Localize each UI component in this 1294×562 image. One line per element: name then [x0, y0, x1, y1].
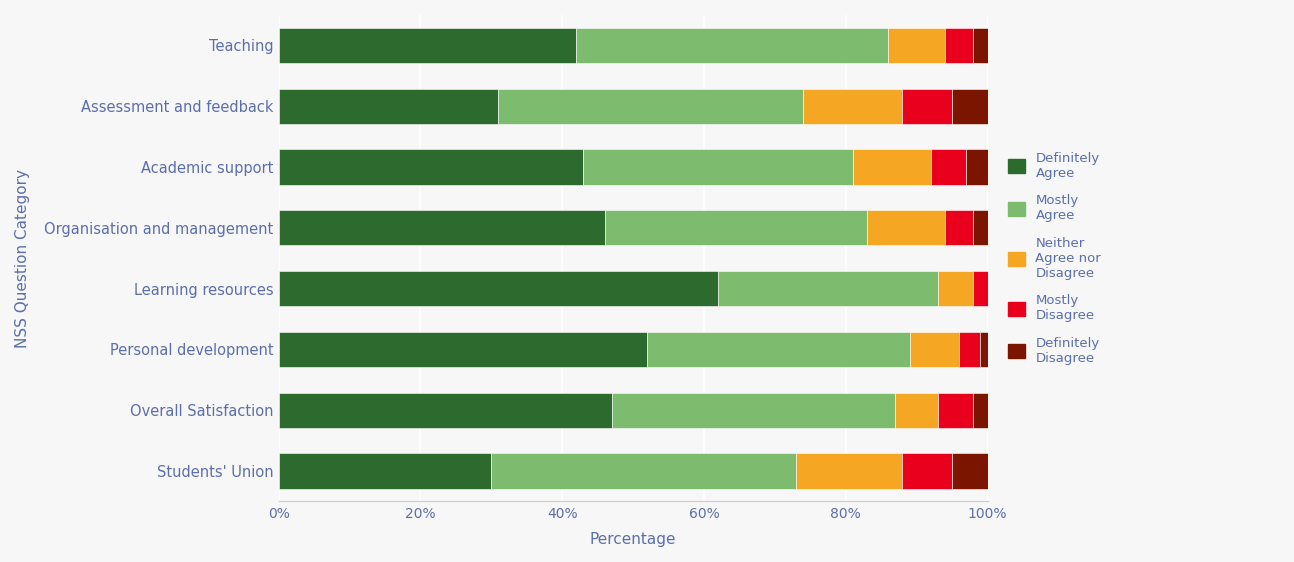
- Bar: [498, 89, 804, 124]
- Bar: [973, 392, 987, 428]
- X-axis label: Percentage: Percentage: [590, 532, 677, 547]
- Bar: [278, 210, 604, 246]
- Bar: [278, 271, 718, 306]
- Bar: [952, 89, 987, 124]
- Bar: [910, 332, 959, 367]
- Bar: [945, 28, 973, 63]
- Bar: [967, 149, 987, 184]
- Bar: [938, 392, 973, 428]
- Bar: [981, 332, 987, 367]
- Bar: [938, 271, 973, 306]
- Bar: [718, 271, 938, 306]
- Bar: [612, 392, 895, 428]
- Bar: [278, 454, 492, 488]
- Bar: [278, 28, 576, 63]
- Bar: [867, 210, 945, 246]
- Bar: [853, 149, 930, 184]
- Bar: [804, 89, 902, 124]
- Bar: [973, 210, 987, 246]
- Bar: [973, 28, 987, 63]
- Bar: [278, 392, 612, 428]
- Bar: [895, 392, 938, 428]
- Bar: [902, 454, 952, 488]
- Bar: [930, 149, 967, 184]
- Bar: [959, 332, 981, 367]
- Bar: [584, 149, 853, 184]
- Bar: [647, 332, 910, 367]
- Legend: Definitely
Agree, Mostly
Agree, Neither
Agree nor
Disagree, Mostly
Disagree, Def: Definitely Agree, Mostly Agree, Neither …: [1002, 145, 1108, 371]
- Bar: [973, 271, 987, 306]
- Bar: [492, 454, 796, 488]
- Bar: [888, 28, 945, 63]
- Bar: [576, 28, 888, 63]
- Bar: [952, 454, 987, 488]
- Bar: [796, 454, 902, 488]
- Bar: [604, 210, 867, 246]
- Bar: [278, 332, 647, 367]
- Bar: [945, 210, 973, 246]
- Bar: [278, 149, 584, 184]
- Y-axis label: NSS Question Category: NSS Question Category: [16, 169, 30, 348]
- Bar: [278, 89, 498, 124]
- Bar: [902, 89, 952, 124]
